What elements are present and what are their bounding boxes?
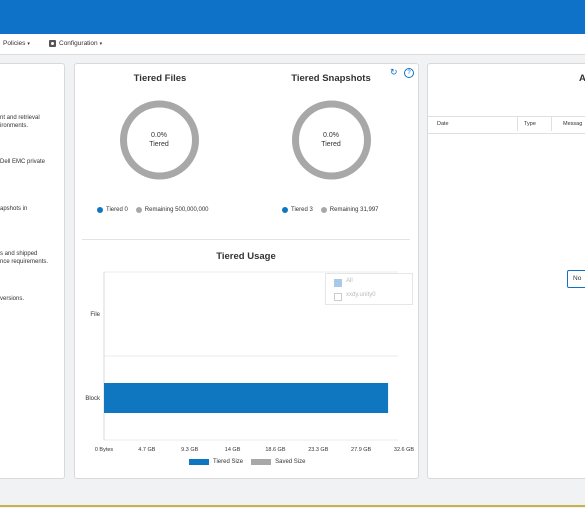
x-tick-label: 4.7 GB [138, 447, 155, 453]
x-tick-label: 9.3 GB [181, 447, 198, 453]
category-label: Block [85, 396, 101, 402]
no-data-message: No [567, 270, 585, 288]
section-divider [82, 239, 410, 240]
tiered-usage-legend: Tiered Size Saved Size [189, 459, 305, 465]
alerts-panel-title: A [579, 73, 585, 84]
description-line: nt and retrieval [0, 115, 40, 121]
category-label: File [90, 312, 100, 318]
bar-tiered-size [104, 383, 389, 413]
description-line: Dell EMC private [0, 159, 46, 165]
alerts-panel [427, 63, 585, 479]
x-tick-label: 32.6 GB [394, 447, 415, 453]
tiered-files-title: Tiered Files [133, 73, 187, 84]
saved-size-legend-label: Saved Size [275, 459, 306, 465]
gear-icon [49, 40, 56, 47]
column-separator [517, 117, 518, 131]
filter-all-label: All [346, 278, 353, 284]
column-header-date[interactable]: Date [437, 121, 449, 127]
tiered-snapshots-title: Tiered Snapshots [291, 73, 371, 84]
chevron-down-icon: ▾ [27, 40, 30, 47]
tiered-files-legend-tiered: Tiered 0 [106, 207, 128, 213]
menu-policies[interactable]: Policies ▾ [3, 40, 30, 47]
column-header-message[interactable]: Messag [563, 121, 583, 127]
tiered-files-percent: 0.0% [151, 132, 167, 139]
description-panel [0, 63, 65, 479]
chevron-down-icon: ▾ [99, 40, 103, 47]
top-header-bar [0, 0, 585, 34]
tiered-snapshots-center-label: Tiered [321, 141, 341, 148]
x-tick-label: 18.6 GB [265, 447, 286, 453]
x-tick-label: 0 Bytes [95, 447, 114, 453]
system-filter-dropdown[interactable]: All xxdy.unity0 [325, 273, 413, 305]
menu-bar: Policies ▾ Configuration ▾ [0, 34, 585, 55]
filter-all-checkbox[interactable] [334, 279, 342, 287]
column-header-type[interactable]: Type [524, 121, 536, 127]
tiered-snapshots-legend-tiered: Tiered 3 [291, 207, 313, 213]
tiered-size-swatch [189, 459, 209, 465]
description-line: versions. [0, 296, 25, 302]
tiered-legend-swatch [97, 207, 103, 213]
tiered-usage-title: Tiered Usage [216, 251, 276, 262]
column-separator [551, 117, 552, 131]
footer-accent-line [0, 505, 585, 507]
menu-policies-label: Policies [3, 40, 26, 47]
description-line: nce requirements. [0, 259, 49, 265]
x-tick-label: 23.3 GB [308, 447, 329, 453]
table-header-bottom-border [428, 133, 585, 134]
x-tick-label: 27.9 GB [351, 447, 372, 453]
tiered-legend-swatch [282, 207, 288, 213]
description-line: ironments. [0, 123, 29, 129]
description-line: apshots in [0, 206, 28, 212]
tiered-files-legend: Tiered 0 Remaining 500,000,000 [97, 207, 209, 213]
tiered-files-legend-remaining: Remaining 500,000,000 [144, 207, 209, 213]
help-icon[interactable]: ? [404, 68, 414, 78]
menu-configuration[interactable]: Configuration ▾ [49, 40, 102, 47]
table-header-top-border [428, 116, 585, 117]
remaining-legend-swatch [135, 207, 142, 213]
tiered-size-legend-label: Tiered Size [213, 459, 244, 465]
remaining-legend-swatch [320, 207, 327, 213]
tiered-files-center-label: Tiered [149, 141, 169, 148]
saved-size-swatch [251, 459, 272, 465]
menu-configuration-label: Configuration [59, 40, 98, 47]
filter-item-label: xxdy.unity0 [346, 292, 376, 298]
tiered-snapshots-legend-remaining: Remaining 31,997 [329, 207, 379, 213]
filter-item-checkbox[interactable] [334, 293, 342, 301]
tiered-snapshots-percent: 0.0% [323, 132, 339, 139]
tiered-snapshots-legend: Tiered 3 Remaining 31,997 [282, 207, 379, 213]
refresh-icon[interactable]: ↻ [390, 67, 398, 77]
description-line: s and shipped [0, 251, 38, 257]
x-tick-label: 14 GB [225, 447, 241, 453]
